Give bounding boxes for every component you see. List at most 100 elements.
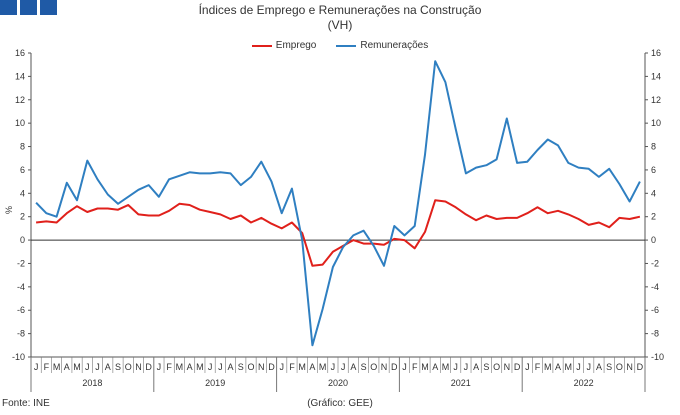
y-tick-label-right: 16	[651, 48, 661, 58]
legend-item-emprego: Emprego	[251, 40, 317, 51]
x-tick-label-month: D	[268, 362, 275, 372]
x-tick-label-month: J	[279, 362, 284, 372]
x-tick-label-month: M	[421, 362, 429, 372]
y-tick-label-right: 14	[651, 71, 661, 81]
y-tick-label-left: 8	[20, 142, 25, 152]
legend-label-emprego: Emprego	[275, 40, 317, 51]
x-tick-label-month: J	[34, 362, 39, 372]
x-tick-label-year: 2020	[328, 378, 348, 388]
x-tick-label-month: S	[606, 362, 612, 372]
x-tick-label-month: J	[525, 362, 530, 372]
y-tick-label-right: -6	[651, 305, 659, 315]
x-tick-label-month: F	[44, 362, 50, 372]
chart-title: Índices de Emprego e Remunerações na Con…	[0, 3, 680, 33]
x-tick-label-month: J	[85, 362, 90, 372]
x-tick-label-month: M	[73, 362, 81, 372]
y-tick-label-right: 6	[651, 165, 656, 175]
x-tick-label-month: A	[309, 362, 315, 372]
y-tick-label-left: 10	[15, 118, 25, 128]
x-tick-label-month: J	[464, 362, 469, 372]
x-tick-label-month: N	[135, 362, 142, 372]
x-tick-label-month: J	[402, 362, 407, 372]
legend-swatch-emprego	[251, 44, 272, 47]
y-tick-label-left: 2	[20, 212, 25, 222]
x-tick-label-month: A	[228, 362, 234, 372]
x-tick-label-month: D	[145, 362, 152, 372]
x-tick-label-month: A	[473, 362, 479, 372]
x-tick-label-month: F	[289, 362, 295, 372]
source-note: Fonte: INE	[2, 398, 50, 409]
x-tick-label-month: M	[544, 362, 552, 372]
x-tick-label-month: S	[115, 362, 121, 372]
chart-legend: Emprego Remunerações	[0, 40, 680, 51]
x-tick-label-month: M	[196, 362, 204, 372]
x-tick-label-year: 2019	[205, 378, 225, 388]
x-tick-label-month: O	[248, 362, 255, 372]
y-tick-label-left: 4	[20, 188, 25, 198]
series-line-remuneracoes	[35, 60, 641, 347]
x-tick-label-month: A	[64, 362, 70, 372]
x-tick-label-month: O	[616, 362, 623, 372]
y-tick-label-right: -2	[651, 258, 659, 268]
x-tick-label-month: O	[493, 362, 500, 372]
y-tick-label-left: -6	[17, 305, 25, 315]
x-tick-label-month: F	[412, 362, 418, 372]
chart-title-line2: (VH)	[327, 18, 353, 32]
ine-logo	[0, 0, 57, 15]
x-tick-label-month: M	[319, 362, 327, 372]
x-tick-label-month: D	[637, 362, 644, 372]
x-tick-label-month: S	[361, 362, 367, 372]
y-tick-label-right: 12	[651, 95, 661, 105]
x-tick-label-month: S	[483, 362, 489, 372]
legend-label-remuneracoes: Remunerações	[360, 40, 429, 51]
x-tick-label-month: A	[350, 362, 356, 372]
y-tick-label-right: -4	[651, 282, 659, 292]
x-tick-label-month: S	[238, 362, 244, 372]
x-tick-label-month: M	[176, 362, 184, 372]
x-tick-label-month: N	[381, 362, 388, 372]
series-line-emprego	[35, 199, 641, 267]
x-tick-label-month: M	[53, 362, 61, 372]
y-tick-label-left: -2	[17, 258, 25, 268]
x-tick-label-month: A	[555, 362, 561, 372]
x-tick-label-month: A	[187, 362, 193, 372]
y-tick-label-right: -10	[651, 352, 664, 362]
y-tick-label-right: 10	[651, 118, 661, 128]
y-tick-label-right: 4	[651, 188, 656, 198]
x-tick-label-year: 2022	[574, 378, 594, 388]
y-tick-label-left: 6	[20, 165, 25, 175]
x-tick-label-month: J	[208, 362, 213, 372]
y-tick-label-left: 16	[15, 48, 25, 58]
x-tick-label-month: F	[166, 362, 172, 372]
x-tick-label-month: J	[453, 362, 458, 372]
x-tick-label-month: O	[125, 362, 132, 372]
x-tick-label-month: N	[258, 362, 265, 372]
x-tick-label-month: D	[514, 362, 521, 372]
x-tick-label-month: M	[442, 362, 450, 372]
chart-credit: (Gráfico: GEE)	[307, 398, 373, 409]
y-tick-label-left: 14	[15, 71, 25, 81]
y-tick-label-left: -8	[17, 329, 25, 339]
x-tick-label-month: J	[341, 362, 346, 372]
y-tick-label-right: -8	[651, 329, 659, 339]
y-tick-label-left: 0	[20, 235, 25, 245]
x-tick-label-month: D	[391, 362, 398, 372]
y-tick-label-right: 0	[651, 235, 656, 245]
legend-swatch-remuneracoes	[336, 44, 357, 47]
chart-title-line1: Índices de Emprego e Remunerações na Con…	[198, 3, 482, 17]
logo-block	[0, 0, 17, 15]
x-tick-label-month: J	[576, 362, 581, 372]
legend-item-remuneracoes: Remunerações	[336, 40, 428, 51]
logo-block	[40, 0, 57, 15]
x-tick-label-month: M	[298, 362, 306, 372]
y-tick-label-left: -10	[12, 352, 25, 362]
logo-block	[20, 0, 37, 15]
x-tick-label-month: N	[504, 362, 511, 372]
y-tick-label-right: 2	[651, 212, 656, 222]
x-tick-label-month: O	[370, 362, 377, 372]
x-tick-label-month: M	[565, 362, 573, 372]
x-tick-label-month: J	[331, 362, 336, 372]
x-tick-label-month: A	[432, 362, 438, 372]
y-axis-label: %	[4, 206, 14, 214]
